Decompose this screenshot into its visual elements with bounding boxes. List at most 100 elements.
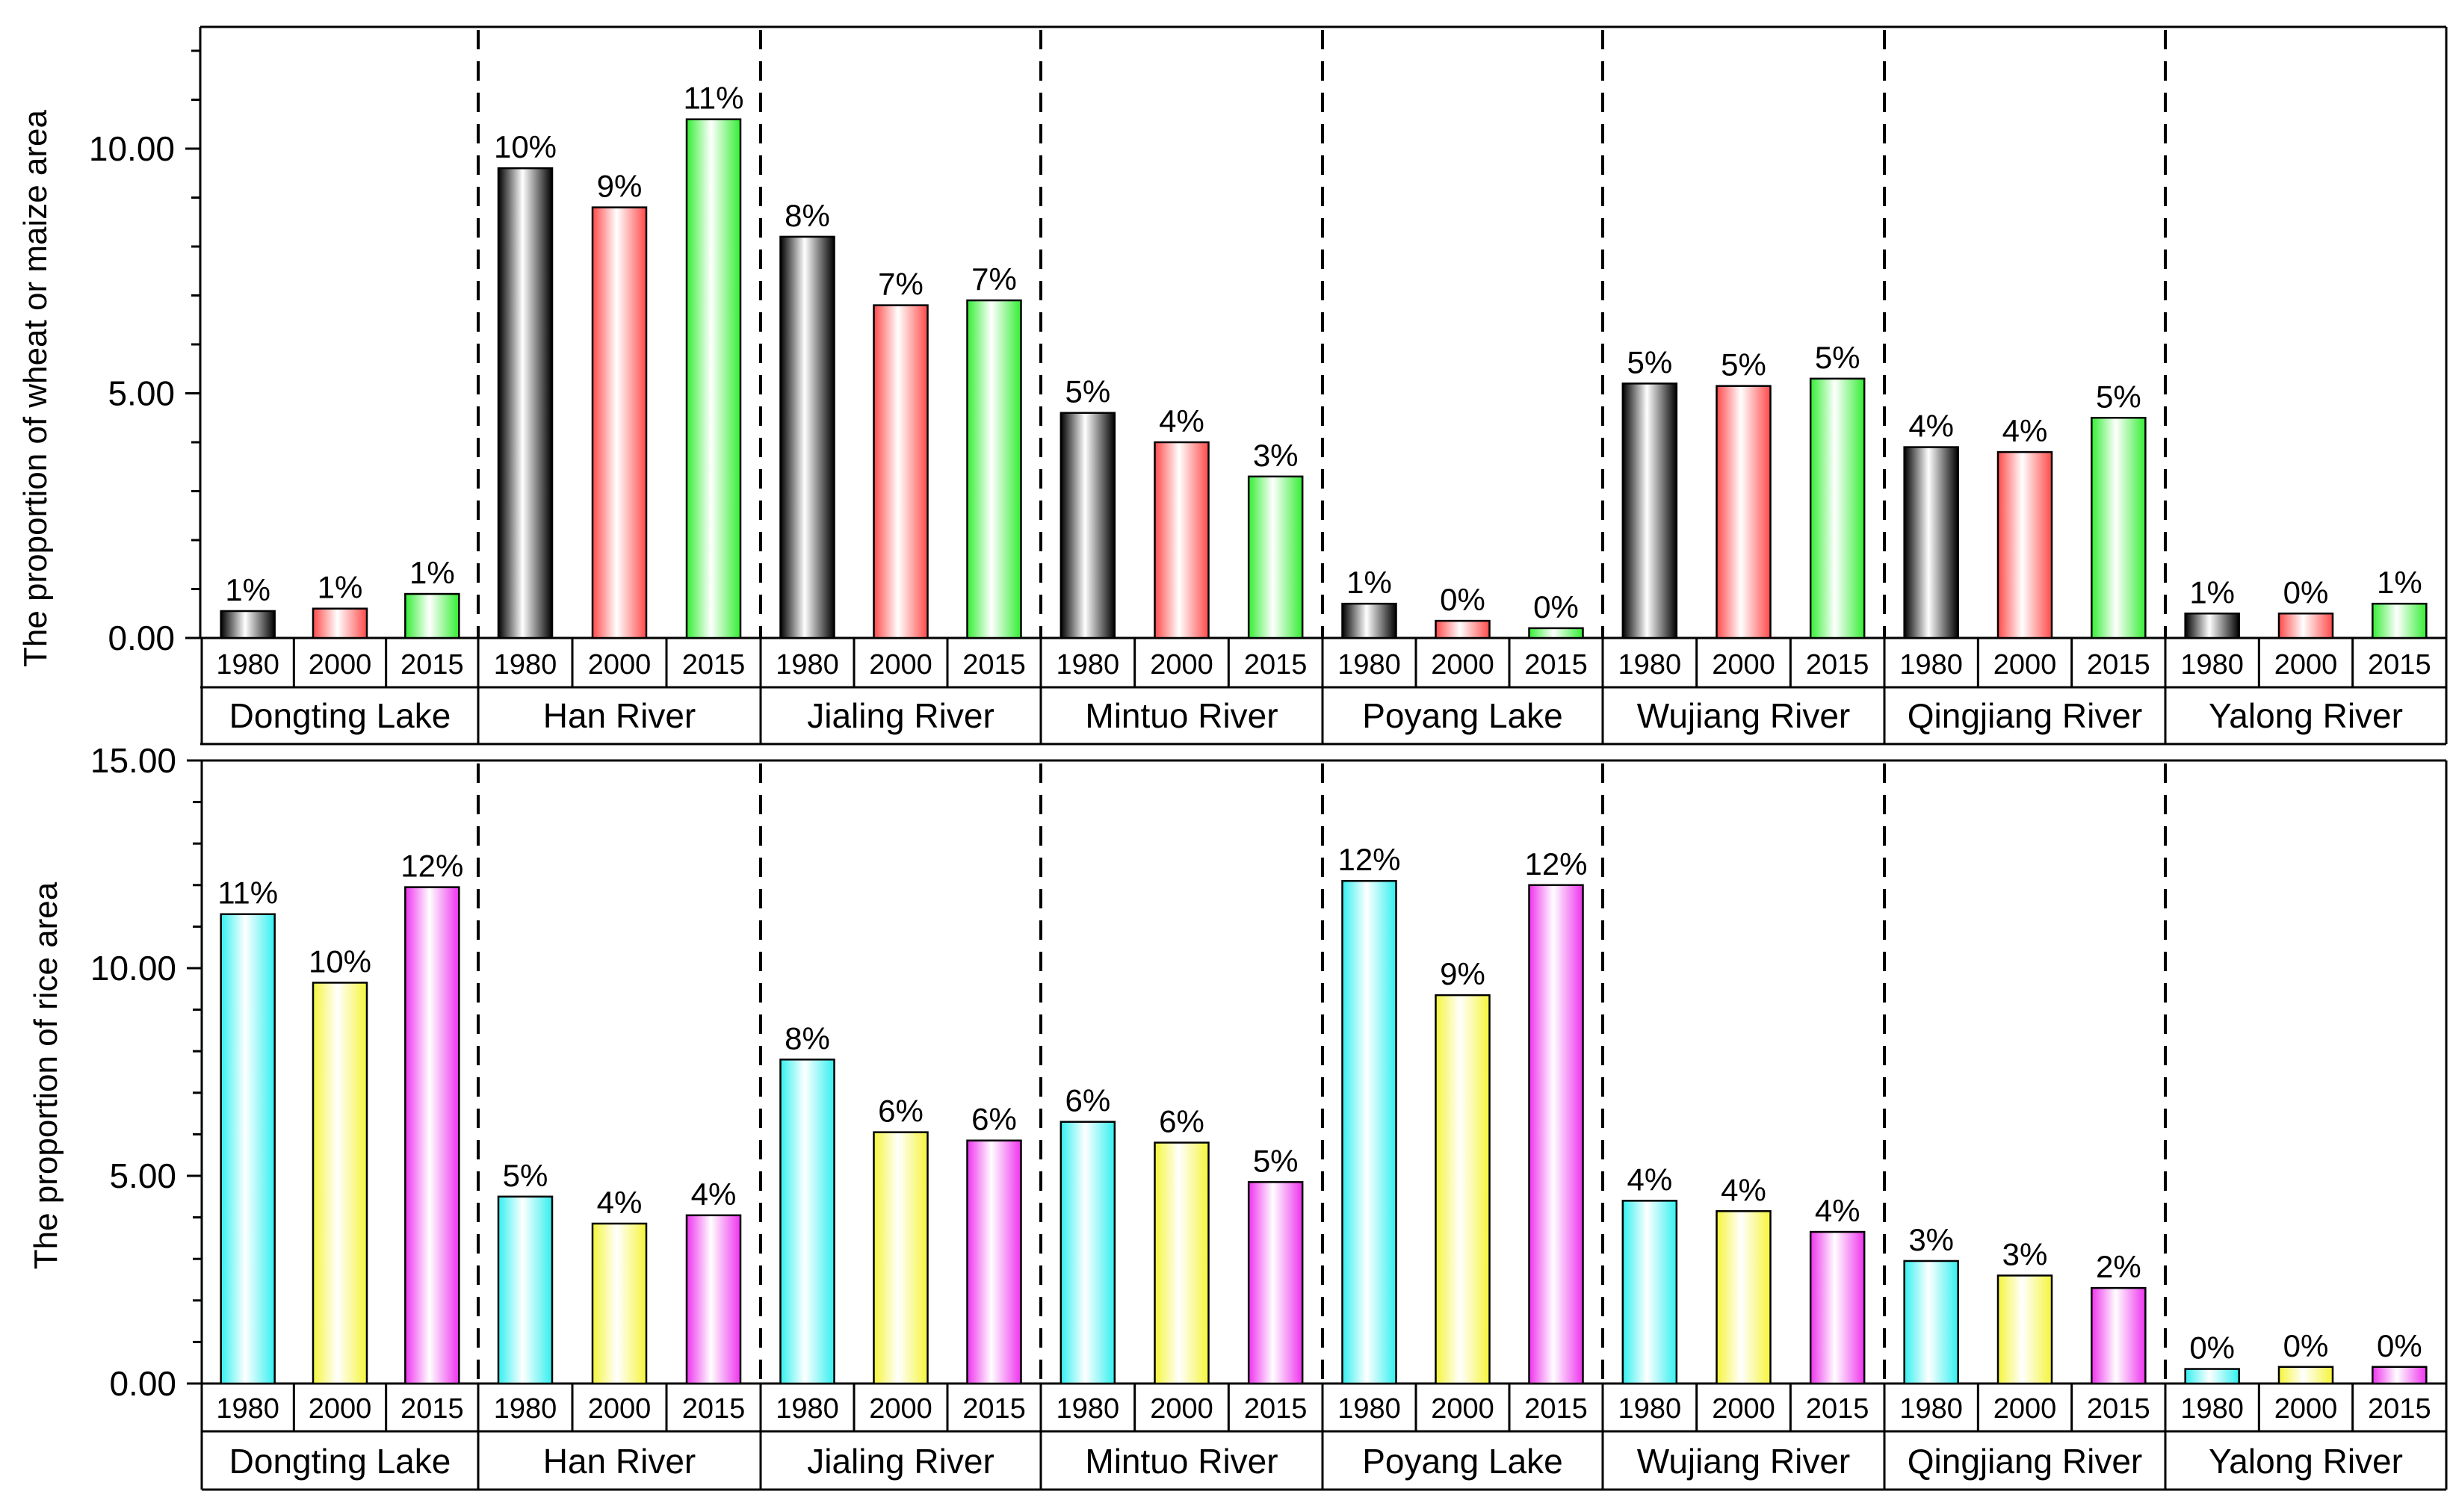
wheat-maize-year-label-han-river-2000: 2000 (588, 649, 652, 681)
wheat-maize-bar-mintuo-river-2000 (1154, 441, 1210, 639)
rice-bar-mintuo-river-1980 (1059, 1121, 1116, 1385)
wheat-maize-bar-poyang-lake-2015 (1528, 627, 1584, 639)
wheat-maize-data-label-mintuo-river-2000: 4% (1159, 403, 1204, 439)
wheat-maize-data-label-mintuo-river-2015: 3% (1253, 438, 1299, 473)
wheat-maize-year-label-poyang-lake-2000: 2000 (1431, 649, 1494, 681)
rice-year-label-han-river-2015: 2015 (682, 1393, 746, 1425)
wheat-maize-bar-mintuo-river-1980 (1059, 412, 1116, 639)
wheat-maize-region-label-dongting-lake: Dongting Lake (229, 696, 451, 735)
wheat-maize-bar-poyang-lake-2000 (1435, 619, 1491, 639)
wheat-maize-data-label-han-river-2015: 11% (684, 81, 744, 116)
rice-data-label-mintuo-river-2015: 5% (1253, 1143, 1299, 1178)
rice-year-label-mintuo-river-2015: 2015 (1244, 1393, 1308, 1425)
rice-region-label-qingjiang-river: Qingjiang River (1908, 1442, 2142, 1481)
rice-data-label-qingjiang-river-2000: 3% (2002, 1236, 2048, 1271)
wheat-maize-bar-dongting-lake-1980 (220, 610, 276, 639)
rice-y-tick-label: 10.00 (90, 949, 176, 988)
rice-year-label-yalong-river-2000: 2000 (2274, 1393, 2338, 1425)
wheat-maize-y-tick-label: 10.00 (89, 129, 175, 168)
wheat-maize-bar-han-river-1980 (497, 167, 554, 639)
rice-bar-qingjiang-river-2015 (2091, 1286, 2147, 1385)
rice-data-label-yalong-river-1980: 0% (2189, 1330, 2235, 1366)
wheat-maize-bar-jialing-river-2000 (873, 304, 929, 639)
rice-year-label-mintuo-river-2000: 2000 (1150, 1393, 1213, 1425)
rice-year-label-wujiang-river-2015: 2015 (1806, 1393, 1869, 1425)
wheat-maize-year-label-wujiang-river-1980: 1980 (1618, 649, 1682, 681)
rice-data-label-jialing-river-2015: 6% (971, 1102, 1017, 1137)
wheat-maize-data-label-poyang-lake-2015: 0% (1533, 589, 1579, 625)
rice-data-label-wujiang-river-2000: 4% (1721, 1172, 1766, 1207)
wheat-maize-bar-qingjiang-river-2000 (1996, 450, 2053, 639)
rice-year-label-jialing-river-2000: 2000 (869, 1393, 932, 1425)
rice-data-label-jialing-river-1980: 8% (785, 1020, 830, 1056)
wheat-maize-data-label-jialing-river-2000: 7% (878, 267, 924, 302)
rice-year-label-wujiang-river-1980: 1980 (1618, 1393, 1682, 1425)
rice-data-label-yalong-river-2015: 0% (2377, 1328, 2422, 1363)
rice-data-label-poyang-lake-1980: 12% (1337, 842, 1400, 877)
wheat-maize-year-label-yalong-river-2015: 2015 (2368, 649, 2431, 681)
rice-data-label-poyang-lake-2000: 9% (1440, 956, 1485, 991)
wheat-maize-data-label-poyang-lake-2000: 0% (1440, 582, 1485, 617)
wheat-maize-year-label-poyang-lake-2015: 2015 (1524, 649, 1588, 681)
rice-year-label-dongting-lake-2015: 2015 (400, 1393, 464, 1425)
wheat-maize-year-label-jialing-river-2015: 2015 (962, 649, 1026, 681)
wheat-maize-bar-jialing-river-1980 (779, 235, 835, 639)
wheat-maize-bar-mintuo-river-2015 (1247, 475, 1304, 639)
rice-region-label-mintuo-river: Mintuo River (1085, 1442, 1278, 1481)
rice-bar-yalong-river-2000 (2277, 1366, 2334, 1385)
rice-y-tick-label: 0.00 (109, 1364, 176, 1403)
wheat-maize-year-label-han-river-2015: 2015 (682, 649, 746, 681)
wheat-maize-region-label-mintuo-river: Mintuo River (1085, 696, 1278, 735)
wheat-maize-data-label-qingjiang-river-2000: 4% (2002, 413, 2048, 448)
rice-data-label-wujiang-river-1980: 4% (1627, 1162, 1672, 1197)
wheat-maize-year-label-poyang-lake-1980: 1980 (1337, 649, 1401, 681)
rice-bar-dongting-lake-1980 (220, 913, 276, 1385)
rice-data-label-han-river-1980: 5% (503, 1158, 548, 1193)
wheat-maize-year-label-yalong-river-2000: 2000 (2274, 649, 2338, 681)
rice-year-label-qingjiang-river-1980: 1980 (1899, 1393, 1963, 1425)
rice-data-label-wujiang-river-2015: 4% (1815, 1193, 1860, 1228)
wheat-maize-year-label-mintuo-river-2000: 2000 (1150, 649, 1213, 681)
rice-year-label-jialing-river-1980: 1980 (776, 1393, 839, 1425)
wheat-maize-year-label-dongting-lake-2015: 2015 (400, 649, 464, 681)
wheat-maize-region-label-jialing-river: Jialing River (807, 696, 994, 735)
rice-region-label-wujiang-river: Wujiang River (1637, 1442, 1850, 1481)
wheat-maize-bar-qingjiang-river-2015 (2091, 417, 2147, 639)
wheat-maize-y-axis-label: The proportion of wheat or maize area (17, 109, 54, 666)
rice-year-label-han-river-2000: 2000 (588, 1393, 652, 1425)
rice-year-label-wujiang-river-2000: 2000 (1712, 1393, 1775, 1425)
wheat-maize-year-label-mintuo-river-1980: 1980 (1057, 649, 1120, 681)
rice-region-label-dongting-lake: Dongting Lake (229, 1442, 451, 1481)
rice-y-tick-label: 5.00 (109, 1156, 176, 1195)
wheat-maize-year-label-yalong-river-1980: 1980 (2180, 649, 2244, 681)
rice-year-label-poyang-lake-2015: 2015 (1524, 1393, 1588, 1425)
wheat-maize-bar-han-river-2000 (591, 206, 648, 639)
wheat-maize-region-label-yalong-river: Yalong River (2209, 696, 2403, 735)
rice-year-label-qingjiang-river-2000: 2000 (1993, 1393, 2057, 1425)
wheat-maize-data-label-dongting-lake-2000: 1% (318, 570, 363, 605)
wheat-maize-region-label-wujiang-river: Wujiang River (1637, 696, 1850, 735)
wheat-maize-data-label-qingjiang-river-1980: 4% (1908, 409, 1954, 444)
rice-data-label-mintuo-river-2000: 6% (1159, 1104, 1204, 1139)
rice-bar-mintuo-river-2015 (1247, 1181, 1304, 1385)
rice-data-label-dongting-lake-2000: 10% (309, 944, 371, 979)
wheat-maize-year-label-jialing-river-1980: 1980 (776, 649, 839, 681)
wheat-maize-year-label-dongting-lake-2000: 2000 (309, 649, 372, 681)
rice-data-label-yalong-river-2000: 0% (2283, 1328, 2329, 1363)
rice-data-label-qingjiang-river-2015: 2% (2096, 1249, 2141, 1284)
rice-bar-wujiang-river-2000 (1716, 1210, 1772, 1385)
wheat-maize-data-label-yalong-river-2000: 0% (2283, 574, 2329, 610)
rice-bar-jialing-river-2015 (966, 1139, 1022, 1385)
wheat-maize-data-label-yalong-river-2015: 1% (2377, 565, 2422, 600)
wheat-maize-year-label-qingjiang-river-1980: 1980 (1899, 649, 1963, 681)
rice-bar-han-river-2000 (591, 1222, 648, 1385)
wheat-maize-bar-yalong-river-1980 (2184, 613, 2240, 639)
rice-panel: 0.00 5.00 10.00 15.00 The proportion of rice… (28, 741, 2448, 1491)
wheat-maize-bar-yalong-river-2000 (2277, 613, 2334, 639)
wheat-maize-data-label-yalong-river-1980: 1% (2189, 574, 2235, 610)
rice-bar-yalong-river-2015 (2372, 1366, 2428, 1385)
rice-bar-mintuo-river-2000 (1154, 1141, 1210, 1385)
wheat-maize-bar-wujiang-river-2000 (1716, 385, 1772, 639)
rice-year-label-dongting-lake-1980: 1980 (216, 1393, 279, 1425)
